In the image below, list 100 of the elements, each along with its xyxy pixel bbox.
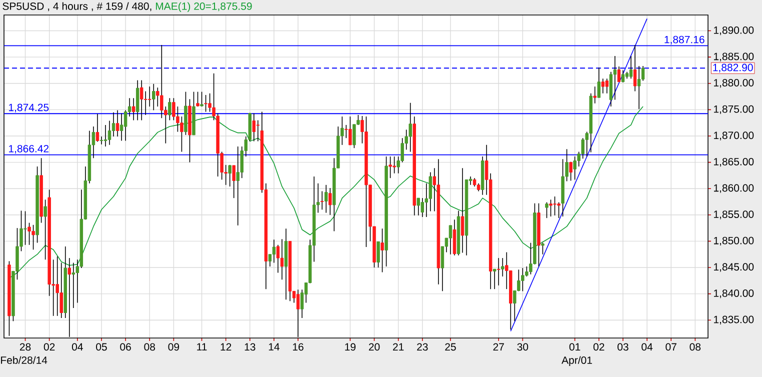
text: MAE(1) 20=1,875.59 <box>156 2 252 12</box>
candlestick <box>108 120 112 146</box>
candlestick <box>328 188 332 216</box>
candlestick <box>521 268 524 292</box>
x-tick-label: 03 <box>618 343 628 351</box>
x-tick-label: 30 <box>517 343 528 351</box>
ref-line-label: 1,866.42 <box>8 144 49 154</box>
x-tick-label: 28 <box>20 343 31 351</box>
candlestick <box>545 202 548 218</box>
candlestick <box>200 91 204 107</box>
x-tick-label: 04 <box>72 343 83 351</box>
candlestick <box>112 112 116 137</box>
x-tick-label: 25 <box>445 343 456 351</box>
candlestick <box>633 44 637 92</box>
x-tick-label: 02 <box>44 343 55 351</box>
candlestick <box>541 242 544 255</box>
candlestick <box>136 80 140 121</box>
candlestick <box>460 168 464 254</box>
x-tick-label: 16 <box>292 343 304 351</box>
candlestick <box>32 224 35 250</box>
candlestick <box>573 156 576 180</box>
candlestick <box>28 222 31 246</box>
x-tick-label: 07 <box>666 343 676 351</box>
candlestick <box>324 184 328 214</box>
candlestick <box>501 258 504 277</box>
ref-line-label: 1,874.25 <box>8 104 49 112</box>
candlestick <box>120 112 124 142</box>
candlestick <box>553 196 556 216</box>
candlestick <box>236 146 240 226</box>
candlestick <box>168 98 172 121</box>
candlestick <box>420 198 424 218</box>
candlestick <box>252 112 256 142</box>
y-tick-label: 1,840.00 <box>714 289 754 298</box>
candlestick <box>272 239 276 264</box>
candlestick <box>601 78 605 94</box>
x-tick-label: 21 <box>393 343 404 351</box>
candlestick <box>388 156 392 178</box>
candlestick <box>196 91 200 107</box>
candlestick <box>497 258 500 286</box>
candlestick <box>116 110 120 137</box>
y-tick-label: 1,875.00 <box>714 105 754 114</box>
x-tick-label: 13 <box>244 343 256 351</box>
x-tick-label: 12 <box>220 343 232 351</box>
candlestick <box>160 44 164 119</box>
x-tick-label: 06 <box>120 343 131 351</box>
x-tick-label: 20 <box>368 343 380 351</box>
x-tick-label: 23 <box>417 343 428 351</box>
candlestick <box>593 86 596 104</box>
candlestick <box>204 94 208 112</box>
candlestick <box>276 244 280 274</box>
x-tick-label: 04 <box>642 343 653 351</box>
candlestick <box>376 241 380 268</box>
candlestick <box>144 90 148 116</box>
text: Apr/01 <box>562 356 592 366</box>
candlestick <box>24 210 27 246</box>
y-tick-label: 1,890.00 <box>714 26 754 36</box>
candlestick <box>549 199 552 217</box>
candlestick <box>348 116 352 146</box>
candlestick <box>629 56 633 80</box>
x-tick-label: 02 <box>593 343 604 351</box>
x-tick-label: 08 <box>144 343 156 351</box>
text: Feb/28/14 <box>1 356 48 364</box>
candlestick <box>617 66 621 82</box>
x-tick-label: 27 <box>493 343 504 351</box>
candlestick <box>72 262 76 308</box>
y-tick-label: 1,845.00 <box>714 263 754 272</box>
x-tick-label: 14 <box>268 343 280 350</box>
candlestick <box>44 199 47 260</box>
x-tick-label: 19 <box>345 343 356 351</box>
candlestick <box>208 92 212 112</box>
candlestick <box>280 238 284 280</box>
candlestick <box>637 66 641 110</box>
candlestick <box>448 225 452 255</box>
candlestick <box>605 78 609 94</box>
candlestick <box>408 102 412 152</box>
y-tick-label: 1,855.00 <box>714 210 754 220</box>
y-tick-label: 1,885.00 <box>714 52 754 62</box>
candlestick <box>392 156 396 174</box>
candlestick <box>228 164 232 187</box>
y-tick-label: 1,870.00 <box>714 132 754 140</box>
y-tick-label: 1,880.00 <box>714 79 754 88</box>
x-tick-label: 09 <box>168 343 180 351</box>
candlestick <box>172 98 176 121</box>
candlestick <box>176 106 180 132</box>
candlestick <box>380 228 384 273</box>
candlestick <box>148 86 152 107</box>
candlestick <box>132 98 136 121</box>
candlestick <box>140 80 144 121</box>
candlestick <box>352 124 356 148</box>
candlestick <box>416 198 420 216</box>
candlestick <box>152 84 156 111</box>
candlestick <box>56 256 59 316</box>
candlestick <box>525 266 528 277</box>
x-tick-label: 11 <box>197 343 207 350</box>
ref-line-label: 1,887.16 <box>664 36 704 45</box>
candlestick <box>124 110 128 142</box>
y-tick-label: 1,850.00 <box>714 236 754 246</box>
candlestick <box>232 165 236 198</box>
candlestick <box>104 124 108 147</box>
chart-title: SP5USD , 4 hours , # 159 / 480, <box>2 2 152 12</box>
